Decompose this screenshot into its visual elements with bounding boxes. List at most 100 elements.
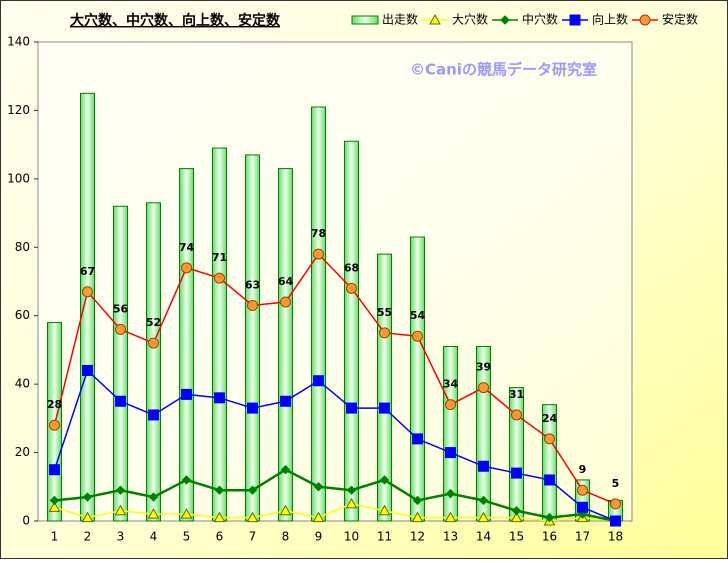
data-label: 54	[410, 309, 426, 322]
marker	[511, 506, 522, 516]
marker	[544, 433, 555, 445]
marker	[148, 492, 159, 502]
marker	[477, 511, 490, 523]
data-label: 24	[542, 412, 558, 425]
x-tick-label: 1	[51, 530, 59, 544]
x-tick-label: 16	[542, 530, 557, 544]
marker	[247, 485, 258, 495]
marker	[544, 512, 555, 523]
x-tick-label: 18	[608, 530, 623, 544]
marker	[213, 511, 226, 523]
y-tick-label: 0	[22, 514, 30, 528]
data-label: 55	[377, 306, 392, 319]
data-label: 34	[443, 378, 459, 391]
data-label: 67	[80, 265, 95, 278]
data-label: 5	[612, 477, 620, 490]
marker	[346, 402, 357, 414]
marker	[577, 484, 588, 496]
marker	[379, 475, 390, 485]
y-tick-label: 80	[15, 240, 30, 254]
watermark: ©Caniの競馬データ研究室	[410, 61, 597, 79]
bar	[344, 140, 359, 522]
data-label: 78	[311, 227, 326, 240]
marker	[247, 402, 258, 414]
marker	[346, 485, 357, 495]
marker	[280, 395, 291, 407]
y-tick-label: 20	[15, 445, 30, 459]
plot-area	[37, 41, 633, 522]
x-tick-label: 14	[476, 530, 491, 544]
bar	[245, 154, 260, 522]
x-tick-label: 12	[410, 530, 425, 544]
legend-label: 中穴数	[522, 12, 558, 27]
x-tick-label: 9	[315, 530, 323, 544]
marker	[115, 323, 126, 335]
x-tick-label: 10	[344, 530, 359, 544]
bar	[146, 202, 161, 522]
legend-label: 出走数	[382, 12, 418, 27]
marker	[48, 501, 61, 512]
x-tick-label: 8	[282, 530, 290, 544]
x-tick-label: 13	[443, 530, 458, 544]
marker	[379, 327, 390, 339]
marker	[412, 433, 423, 445]
marker	[115, 485, 126, 495]
marker	[280, 296, 291, 308]
marker	[312, 511, 325, 523]
marker	[478, 460, 489, 472]
marker	[445, 447, 456, 459]
marker	[444, 511, 457, 523]
data-label: 56	[113, 302, 129, 315]
data-label: 52	[146, 316, 161, 329]
marker	[445, 399, 456, 411]
marker	[511, 467, 522, 479]
marker	[214, 485, 225, 495]
marker	[346, 282, 357, 294]
marker	[49, 464, 60, 476]
line	[54, 503, 616, 522]
legend-label: 向上数	[592, 12, 628, 27]
x-tick-label: 11	[377, 530, 392, 544]
y-tick-label: 100	[7, 171, 30, 185]
marker	[214, 392, 225, 404]
legend-swatch	[351, 15, 379, 25]
marker	[345, 497, 358, 509]
x-tick-label: 17	[575, 530, 590, 544]
y-tick-label: 120	[7, 103, 30, 117]
bar	[80, 92, 95, 522]
marker	[478, 382, 489, 394]
x-tick-label: 4	[150, 530, 158, 544]
marker	[181, 388, 192, 400]
y-tick-label: 60	[15, 308, 30, 322]
bar	[410, 236, 425, 522]
line	[54, 468, 616, 523]
data-label: 63	[245, 278, 260, 291]
marker	[510, 511, 523, 523]
marker	[82, 286, 93, 298]
y-tick-label: 140	[7, 35, 30, 49]
bar	[311, 106, 326, 522]
marker	[610, 515, 621, 527]
legend-marker	[639, 14, 651, 26]
marker	[313, 375, 324, 387]
legend-label: 大穴数	[452, 12, 488, 27]
bar	[509, 387, 524, 522]
marker	[247, 299, 258, 311]
marker	[82, 492, 93, 502]
x-tick-label: 3	[117, 530, 125, 544]
marker	[180, 508, 193, 519]
x-tick-label: 5	[183, 530, 191, 544]
legend-label: 安定数	[662, 12, 698, 27]
legend-marker	[429, 13, 441, 25]
marker	[49, 419, 60, 431]
line	[53, 252, 616, 505]
marker	[114, 504, 127, 516]
marker	[246, 511, 259, 523]
data-label: 64	[278, 275, 294, 288]
marker	[148, 337, 159, 349]
marker	[478, 495, 489, 506]
data-label: 28	[47, 398, 62, 411]
y-tick-label: 40	[15, 377, 30, 391]
data-label: 74	[179, 241, 195, 254]
